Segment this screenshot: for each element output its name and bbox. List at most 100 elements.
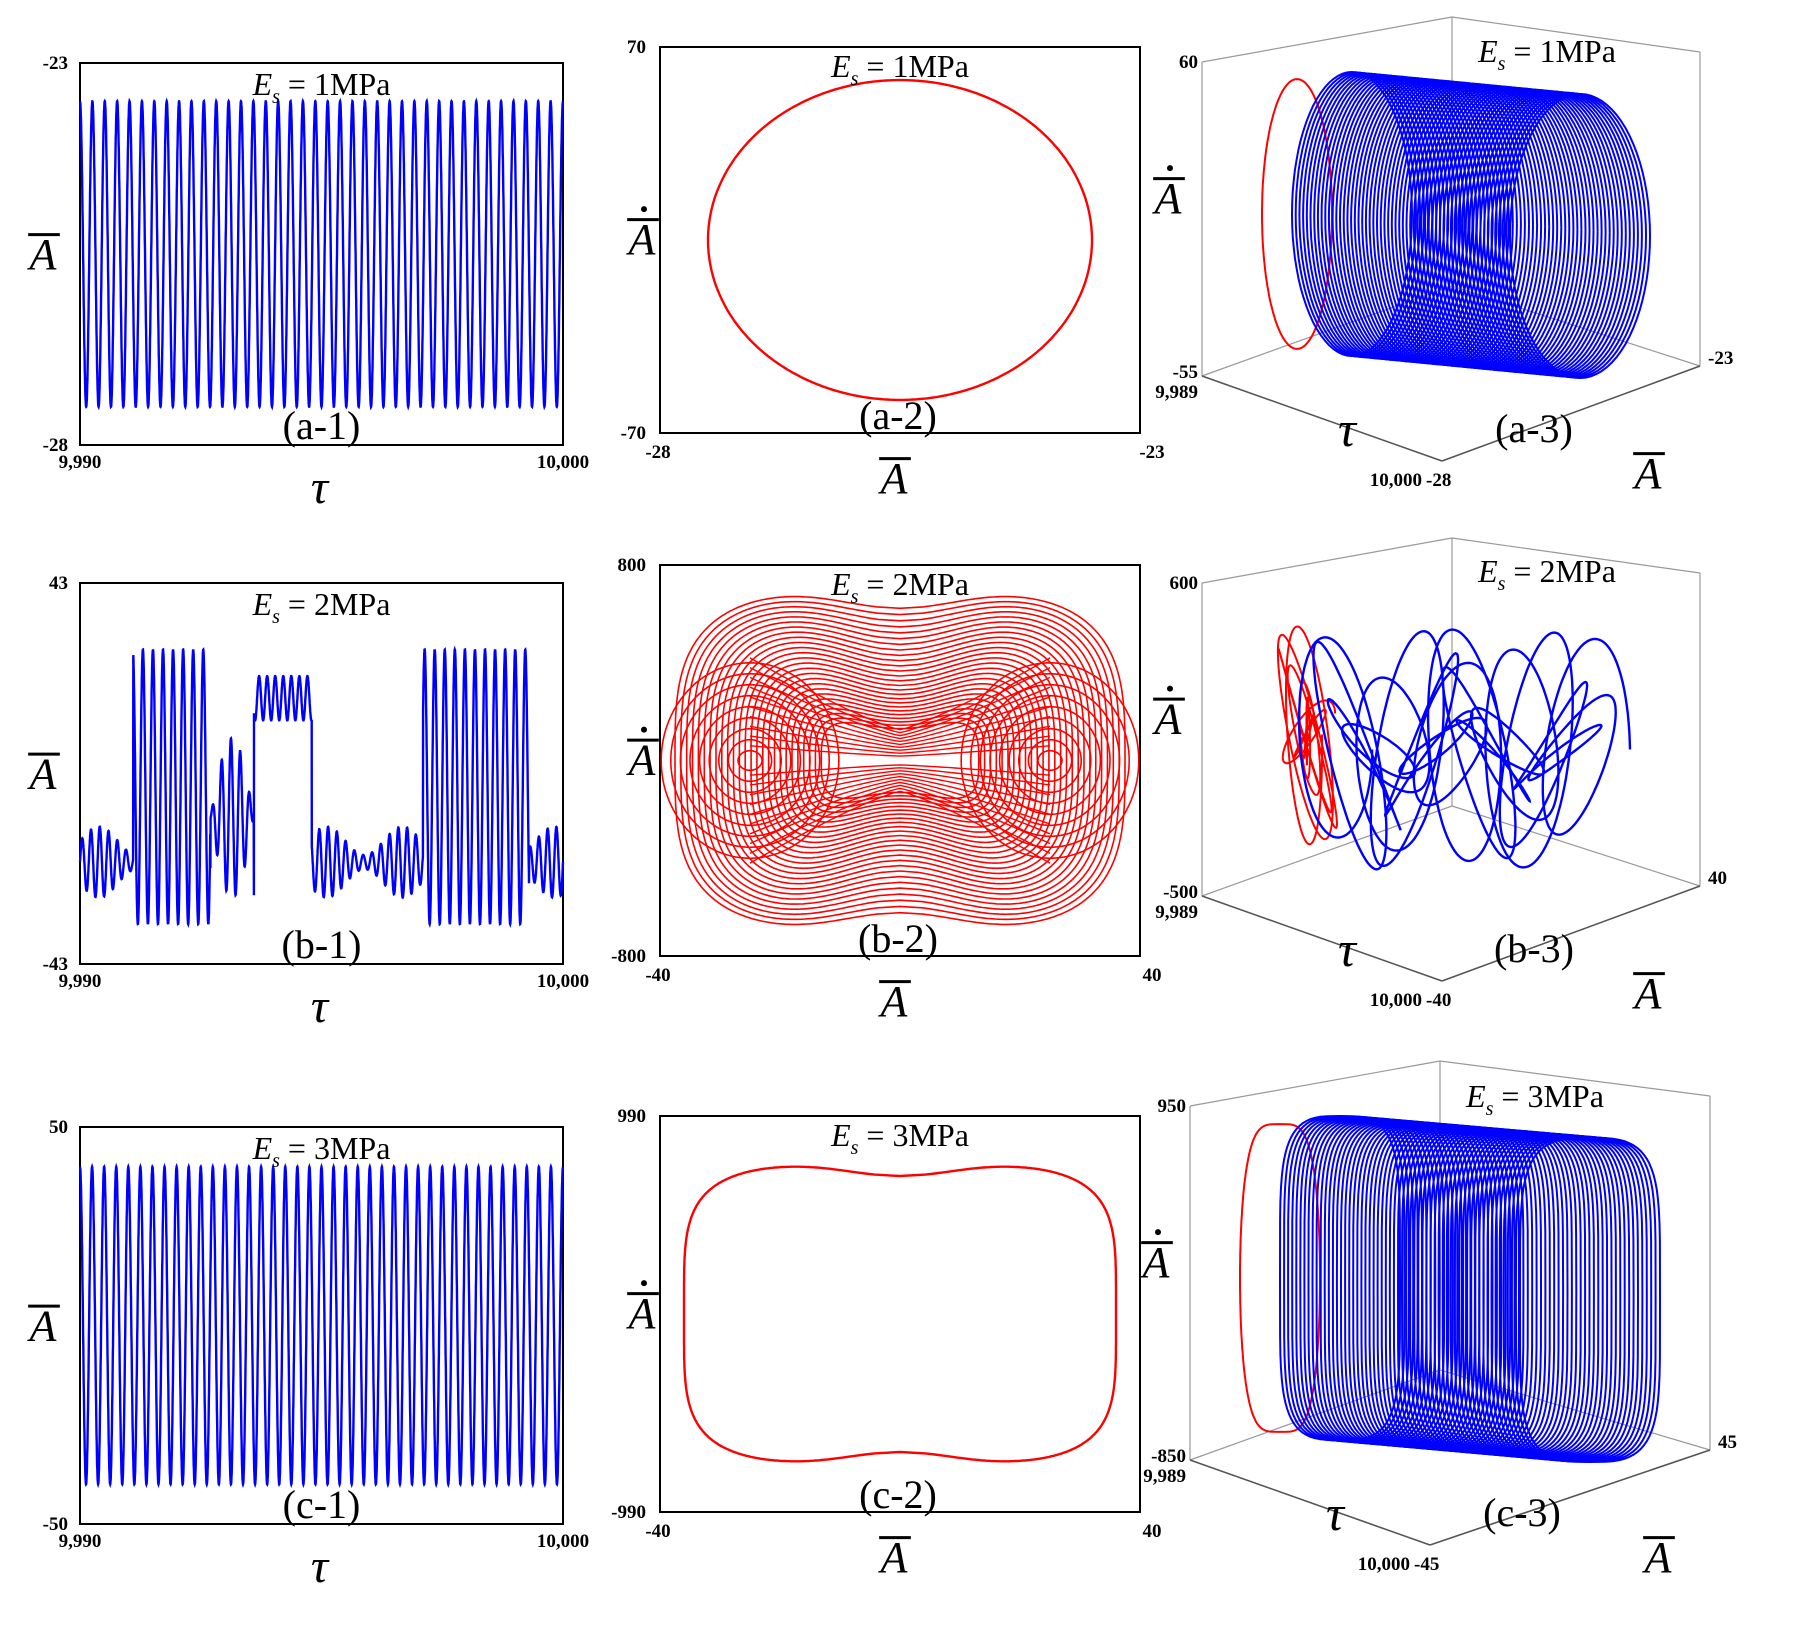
trajectory-loop bbox=[1449, 1130, 1587, 1457]
orbit-loop bbox=[820, 721, 980, 800]
orbit-loop bbox=[814, 717, 986, 804]
axis-line bbox=[1441, 885, 1701, 982]
orbit-loop bbox=[703, 621, 1097, 900]
y-axis-label: A bbox=[27, 230, 60, 279]
chart-a-2: 70 -70-28 -23 Es = 1MPa (a-2) A A bbox=[621, 37, 1165, 503]
trajectory-loop bbox=[1474, 1132, 1613, 1459]
amp-axis-label: A bbox=[1632, 969, 1665, 1018]
tau-axis-label: τ bbox=[1326, 1485, 1346, 1541]
orbit-loop bbox=[791, 698, 1009, 823]
orbit-loop bbox=[726, 641, 1074, 880]
y-axis-label-dot bbox=[641, 206, 647, 213]
vel-tick-bottom: -500 bbox=[1163, 882, 1198, 903]
separatrix-lower bbox=[749, 775, 1051, 815]
separatrix-lower bbox=[749, 784, 1051, 845]
plot-frame bbox=[79, 62, 564, 446]
y-axis-label: A bbox=[626, 206, 659, 264]
amp-tick-top: 40 bbox=[1708, 868, 1727, 889]
vel-axis-label-letter: A bbox=[1152, 174, 1183, 223]
x-axis-label: A bbox=[878, 1533, 911, 1582]
orbit-loop bbox=[750, 662, 1050, 859]
separatrix-lower bbox=[749, 778, 1051, 825]
box-edge bbox=[1201, 805, 1453, 897]
x-tick-right: 40 bbox=[1143, 1521, 1162, 1542]
chart-c-2: 990 -990-40 40 Es = 3MPa (c-2) A A bbox=[611, 1106, 1161, 1582]
y-axis-label-letter: A bbox=[626, 1289, 657, 1338]
tau-axis-label: τ bbox=[1338, 401, 1358, 457]
x-tick-right: 10,000 bbox=[537, 452, 589, 473]
separatrix-lower bbox=[749, 770, 1051, 796]
axis-line bbox=[1429, 1449, 1711, 1546]
amp-tick-top: -23 bbox=[1708, 348, 1733, 369]
trajectory-loop bbox=[1457, 87, 1595, 374]
trajectory-loop bbox=[1508, 92, 1651, 380]
x-axis-label: τ bbox=[311, 1540, 330, 1593]
trajectory-loop bbox=[1479, 89, 1619, 377]
trajectory-loop bbox=[1498, 1135, 1639, 1462]
right-well-loop bbox=[960, 661, 1140, 860]
orbit-loop bbox=[691, 611, 1109, 910]
amp-tick-bottom: -45 bbox=[1414, 1554, 1439, 1575]
y-axis-label-letter: A bbox=[27, 750, 58, 799]
trajectory-loop bbox=[1510, 1136, 1653, 1463]
title: Es = 2MPa bbox=[252, 586, 391, 628]
trajectory-loop bbox=[1518, 1136, 1661, 1464]
left-well-loop bbox=[698, 705, 802, 816]
separatrix-lower bbox=[749, 767, 1051, 786]
orbit-loop bbox=[738, 651, 1062, 870]
y-axis-label: A bbox=[27, 1302, 60, 1351]
separatrix-lower bbox=[749, 764, 1051, 776]
panel-label: (c-1) bbox=[283, 1482, 361, 1527]
vel-axis-label: A bbox=[1152, 165, 1185, 223]
box-edge bbox=[1201, 537, 1453, 584]
y-tick-top: 70 bbox=[627, 37, 646, 58]
panel-label: (c-3) bbox=[1483, 1490, 1561, 1535]
x-axis-label: τ bbox=[311, 461, 330, 514]
x-axis-label-letter: A bbox=[878, 977, 909, 1026]
trajectory-loop bbox=[1468, 88, 1607, 375]
series-line bbox=[78, 645, 565, 928]
right-well-loop bbox=[969, 672, 1130, 849]
orbit-loop bbox=[773, 682, 1027, 839]
left-well-loop bbox=[737, 749, 763, 772]
trajectory-loop bbox=[1506, 1135, 1648, 1462]
panel-label: (c-2) bbox=[859, 1472, 937, 1517]
trajectory-loop bbox=[1494, 1134, 1635, 1461]
orbit-loop bbox=[709, 626, 1091, 895]
y-axis-label-letter: A bbox=[626, 736, 657, 785]
trajectory-loop bbox=[1387, 80, 1518, 367]
separatrix-lower bbox=[749, 781, 1051, 835]
tau-tick-end: 10,000 bbox=[1358, 1554, 1410, 1575]
tau-tick-end: 10,000 bbox=[1370, 470, 1422, 491]
orbit-loop bbox=[674, 595, 1126, 926]
panel-label: (b-2) bbox=[858, 916, 938, 961]
x-axis-label: τ bbox=[311, 980, 330, 1033]
y-axis-label: A bbox=[626, 1280, 659, 1338]
x-tick-left: 9,990 bbox=[59, 971, 102, 992]
separatrix-upper bbox=[749, 745, 1051, 757]
chart-c-1: 50 -509,990 10,000 Es = 3MPa (c-1) τ A bbox=[27, 1117, 590, 1593]
left-well-loop bbox=[708, 716, 792, 805]
x-tick-left: -40 bbox=[645, 965, 670, 986]
chart-a-1: -23 -289,990 10,000 Es = 1MPa (a-1) τ A bbox=[27, 53, 590, 514]
orbit-loop bbox=[697, 616, 1103, 905]
x-axis-label-letter: A bbox=[878, 454, 909, 503]
title: Es = 3MPa bbox=[830, 1117, 969, 1159]
axes-box bbox=[1189, 1060, 1711, 1546]
y-tick-bottom: -50 bbox=[43, 1514, 68, 1535]
box-edge bbox=[1451, 537, 1701, 574]
trajectory-loop bbox=[1486, 1133, 1626, 1461]
separatrix-upper bbox=[749, 657, 1051, 731]
amp-axis-label-letter: A bbox=[1632, 969, 1663, 1018]
x-tick-left: 9,990 bbox=[59, 1531, 102, 1552]
trajectory-loop bbox=[1466, 1132, 1604, 1459]
left-well-loop bbox=[727, 738, 773, 783]
separatrix-upper bbox=[749, 725, 1051, 751]
separatrix-lower bbox=[749, 772, 1051, 806]
separatrix-upper bbox=[749, 676, 1051, 737]
vel-tick-top: 950 bbox=[1158, 1096, 1187, 1117]
separatrix-upper bbox=[749, 696, 1051, 743]
orbit-loop bbox=[767, 677, 1033, 844]
